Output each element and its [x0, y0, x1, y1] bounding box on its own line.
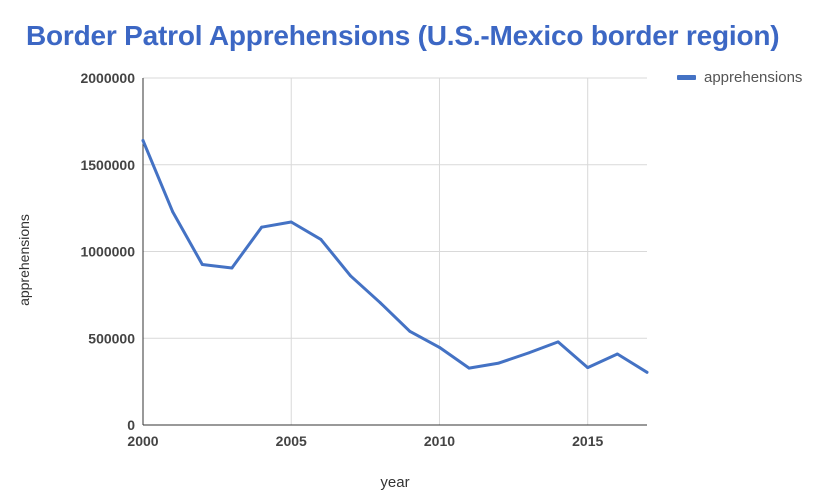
legend-label: apprehensions — [704, 69, 803, 86]
y-tick-label: 2000000 — [80, 70, 135, 86]
series-line-apprehensions — [141, 139, 649, 374]
x-tick-label: 2015 — [572, 433, 603, 449]
x-axis-label: year — [380, 474, 410, 491]
data-point — [289, 220, 293, 224]
data-point — [527, 351, 530, 355]
grid — [143, 77, 647, 425]
data-point — [497, 361, 501, 365]
data-point — [438, 346, 441, 349]
y-tick-label: 0 — [127, 417, 135, 433]
data-point — [260, 225, 263, 229]
y-tick-label: 500000 — [88, 330, 135, 346]
y-tick-label: 1500000 — [80, 157, 135, 173]
legend: apprehensions — [677, 69, 802, 86]
data-point — [556, 340, 560, 344]
tick-labels: 0 500000 1000000 1500000 2000000 2000 2005 2010… — [80, 70, 603, 449]
data-point — [349, 274, 352, 278]
data-point — [200, 263, 204, 266]
data-point — [408, 329, 412, 333]
x-tick-label: 2010 — [424, 433, 455, 449]
y-tick-label: 1000000 — [80, 244, 135, 260]
data-point — [171, 210, 175, 213]
data-point — [467, 366, 471, 370]
data-point — [615, 352, 619, 356]
data-point — [230, 266, 234, 270]
axes — [142, 78, 647, 426]
legend-swatch — [677, 75, 696, 80]
data-point — [645, 370, 649, 374]
chart-title: Border Patrol Apprehensions (U.S.-Mexico… — [26, 20, 780, 51]
x-tick-label: 2000 — [127, 433, 158, 449]
data-point — [586, 366, 590, 369]
data-point — [141, 139, 145, 142]
series — [141, 139, 649, 374]
data-point — [378, 301, 382, 305]
y-axis-label: apprehensions — [16, 214, 32, 306]
x-tick-label: 2005 — [276, 433, 307, 449]
data-point — [319, 237, 323, 241]
